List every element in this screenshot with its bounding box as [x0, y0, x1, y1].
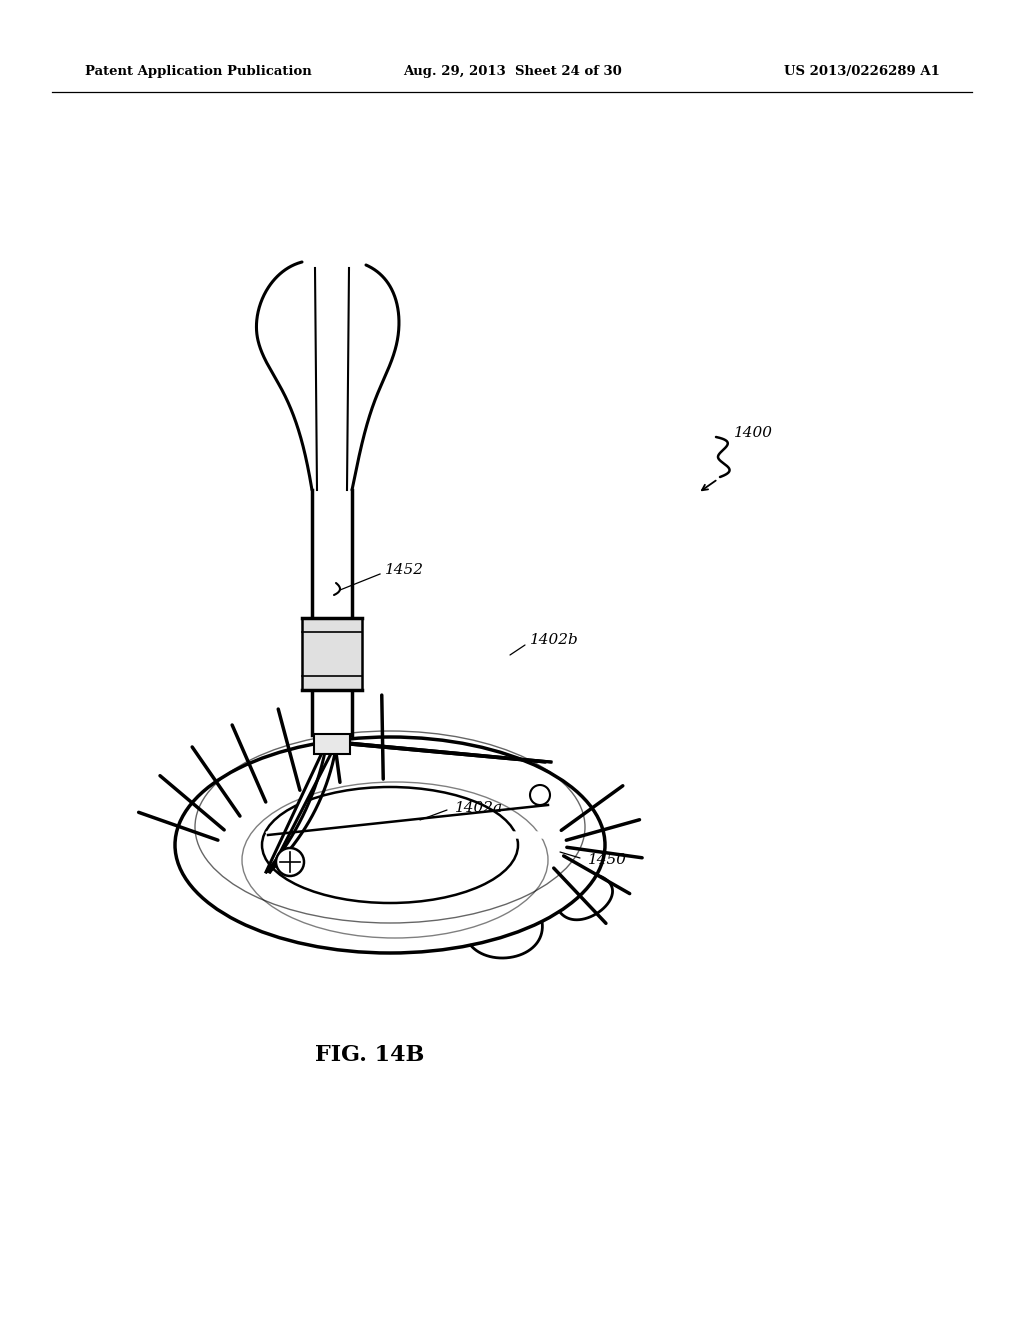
- Text: Patent Application Publication: Patent Application Publication: [85, 66, 311, 78]
- Text: 1402b: 1402b: [530, 634, 579, 647]
- Polygon shape: [302, 618, 362, 690]
- Text: 1400: 1400: [734, 426, 773, 440]
- Text: US 2013/0226289 A1: US 2013/0226289 A1: [784, 66, 940, 78]
- Polygon shape: [312, 490, 352, 735]
- Circle shape: [276, 847, 304, 876]
- Text: 1452: 1452: [385, 564, 424, 577]
- Ellipse shape: [175, 737, 605, 953]
- Polygon shape: [256, 257, 399, 496]
- Text: Aug. 29, 2013  Sheet 24 of 30: Aug. 29, 2013 Sheet 24 of 30: [402, 66, 622, 78]
- Circle shape: [530, 785, 550, 805]
- Text: 1450: 1450: [588, 853, 627, 867]
- Text: FIG. 14B: FIG. 14B: [315, 1044, 425, 1067]
- Polygon shape: [266, 832, 550, 838]
- Polygon shape: [326, 742, 551, 762]
- Text: 1402a: 1402a: [455, 801, 503, 814]
- Polygon shape: [266, 742, 337, 873]
- Ellipse shape: [262, 787, 518, 903]
- FancyBboxPatch shape: [314, 734, 350, 754]
